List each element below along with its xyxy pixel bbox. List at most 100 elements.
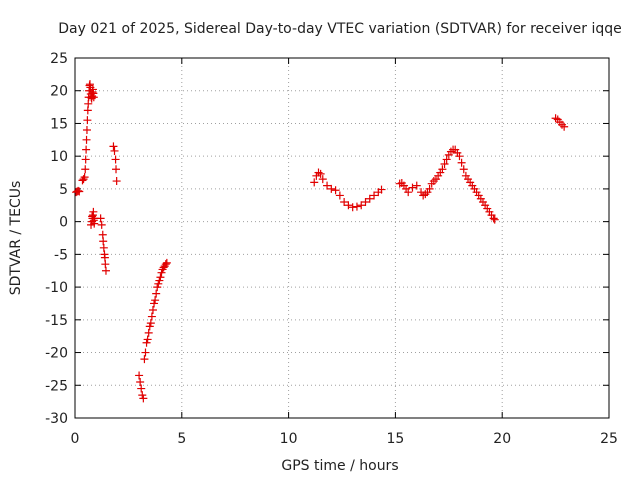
x-tick-label: 15 (386, 431, 404, 447)
data-point (154, 279, 163, 288)
data-point (140, 355, 149, 364)
data-point (96, 214, 105, 223)
data-point (144, 328, 153, 337)
data-point (75, 187, 84, 196)
data-point (365, 194, 374, 203)
data-point (87, 220, 96, 229)
data-point (440, 160, 449, 169)
data-point (490, 215, 499, 224)
data-point (97, 220, 106, 229)
data-point (89, 93, 98, 102)
data-point (551, 114, 560, 123)
y-tick-label: -15 (45, 313, 68, 329)
y-tick-label: 0 (59, 215, 68, 231)
data-point (142, 338, 151, 347)
data-point (438, 165, 447, 174)
data-point (412, 181, 421, 190)
data-point (99, 237, 108, 246)
y-tick-label: -30 (45, 411, 68, 427)
data-point (318, 175, 327, 184)
data-point (327, 184, 336, 193)
x-tick-label: 0 (71, 431, 80, 447)
chart-title: Day 021 of 2025, Sidereal Day-to-day VTE… (58, 21, 622, 37)
data-point (455, 152, 464, 161)
data-point (361, 198, 370, 206)
data-point (150, 299, 159, 308)
data-point (370, 191, 379, 200)
y-tick-label: -5 (54, 247, 68, 263)
data-point (404, 188, 413, 197)
data-point (457, 158, 466, 167)
data-point (152, 289, 161, 298)
data-point (153, 283, 162, 292)
data-point (136, 378, 145, 386)
data-point (148, 306, 157, 314)
data-point (421, 190, 430, 199)
data-point (156, 273, 165, 282)
data-point (162, 258, 171, 267)
x-tick-label: 5 (177, 431, 186, 447)
data-point (141, 348, 150, 357)
x-axis-label: GPS time / hours (281, 458, 398, 474)
data-point (147, 312, 156, 321)
plot-frame (74, 57, 610, 419)
data-point (101, 266, 110, 275)
data-point (79, 175, 88, 184)
data-point (310, 178, 319, 187)
data-point (161, 260, 170, 269)
data-point (146, 319, 155, 328)
y-tick-label: -25 (45, 378, 68, 394)
x-tick-label: 20 (493, 431, 511, 447)
data-point (145, 322, 154, 331)
data-point (81, 165, 90, 174)
grid-layer (75, 58, 609, 418)
data-point (112, 177, 121, 186)
tick-layer: 0 5 10 15 20 25 -30 -25 -20 -15 -10 -5 0 5 10 15 20 25 (45, 51, 618, 447)
data-point (88, 212, 97, 221)
data-point (331, 186, 340, 195)
data-point (111, 155, 120, 164)
data-point (112, 165, 121, 174)
data-point (348, 203, 357, 212)
y-tick-label: -10 (45, 280, 68, 296)
y-tick-label: 5 (59, 182, 68, 198)
data-point (408, 183, 417, 192)
data-point (83, 116, 92, 125)
y-tick-label: 20 (50, 84, 68, 100)
data-point (155, 276, 164, 285)
data-point (101, 260, 110, 269)
data-point (137, 384, 146, 393)
x-tick-label: 10 (280, 431, 298, 447)
data-point (352, 202, 361, 211)
y-tick-label: 15 (50, 116, 68, 132)
y-tick-label: 10 (50, 149, 68, 165)
data-point (82, 126, 91, 134)
data-point (560, 122, 569, 131)
data-point (139, 394, 148, 403)
data-point (340, 198, 349, 206)
data-point (151, 296, 160, 305)
data-point (377, 185, 386, 194)
data-point (110, 146, 119, 155)
data-point (74, 186, 83, 195)
data-point (489, 214, 498, 223)
data-point (89, 207, 98, 216)
data-point (442, 155, 451, 164)
y-tick-label: -20 (45, 346, 68, 362)
data-point (80, 173, 89, 182)
y-axis-label: SDTVAR / TECUs (8, 181, 24, 296)
data-point (82, 135, 91, 144)
x-tick-label: 25 (600, 431, 618, 447)
data-point (109, 142, 118, 151)
data-point (395, 179, 404, 188)
data-point (99, 243, 108, 252)
data-point (335, 191, 344, 200)
data-point (143, 335, 152, 344)
data-point (323, 181, 332, 190)
data-point (459, 165, 468, 174)
data-point (138, 391, 147, 400)
data-point (425, 184, 434, 193)
points-layer (72, 80, 569, 403)
data-point (135, 371, 144, 380)
